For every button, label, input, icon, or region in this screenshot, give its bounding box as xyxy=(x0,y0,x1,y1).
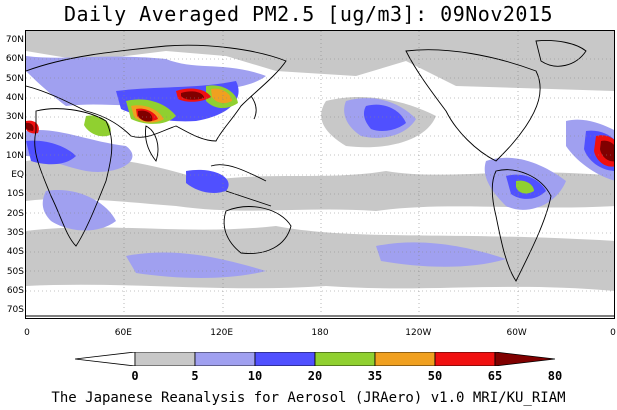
lat-label: EQ xyxy=(11,170,24,181)
lat-label: 10N xyxy=(5,150,24,161)
colorbar xyxy=(75,352,555,366)
colorbar-label: 10 xyxy=(247,369,263,383)
colorbar-label: 0 xyxy=(131,369,139,383)
lon-label: 60E xyxy=(114,328,132,338)
colorbar-segment xyxy=(314,352,376,366)
colorbar-label: 65 xyxy=(487,369,503,383)
colorbar-label: 50 xyxy=(427,369,443,383)
colorbar-label: 35 xyxy=(367,369,383,383)
lat-label: 20N xyxy=(5,131,24,142)
colorbar-segment xyxy=(254,352,316,366)
lat-label: 50S xyxy=(6,266,24,277)
colorbar-segment xyxy=(75,352,136,366)
lon-label: 180 xyxy=(311,328,329,338)
colorbar-segment xyxy=(374,352,436,366)
map-frame xyxy=(25,30,615,319)
lon-label: 120E xyxy=(210,328,234,338)
lat-label: 70N xyxy=(5,35,24,45)
lat-label: 30N xyxy=(5,112,24,123)
lat-label: 60N xyxy=(5,54,24,65)
lat-label: 40S xyxy=(6,247,24,258)
lat-label: 30S xyxy=(6,228,24,238)
lat-label: 20S xyxy=(6,208,24,219)
lat-label: 60S xyxy=(6,285,24,296)
lat-label: 10S xyxy=(6,189,24,200)
footer-credit: The Japanese Reanalysis for Aerosol (JRA… xyxy=(51,390,566,406)
graticule xyxy=(26,31,614,318)
lat-label: 40N xyxy=(5,92,24,103)
colorbar-segment xyxy=(434,352,496,366)
colorbar-segment xyxy=(134,352,196,366)
map-title: Daily Averaged PM2.5 [ug/m3]: 09Nov2015 xyxy=(63,2,554,26)
lat-label: 70S xyxy=(6,305,24,316)
lon-label: 60W xyxy=(506,328,527,338)
lon-label: 0 xyxy=(610,328,616,338)
colorbar-segment xyxy=(194,352,256,366)
lat-label: 50N xyxy=(5,73,24,84)
colorbar-label: 80 xyxy=(547,369,563,383)
colorbar-segment xyxy=(494,352,555,366)
lon-label: 120W xyxy=(405,328,432,338)
pm25-map xyxy=(26,31,614,318)
colorbar-label: 20 xyxy=(307,369,323,383)
lon-label: 0 xyxy=(24,328,30,338)
colorbar-label: 5 xyxy=(191,369,199,383)
